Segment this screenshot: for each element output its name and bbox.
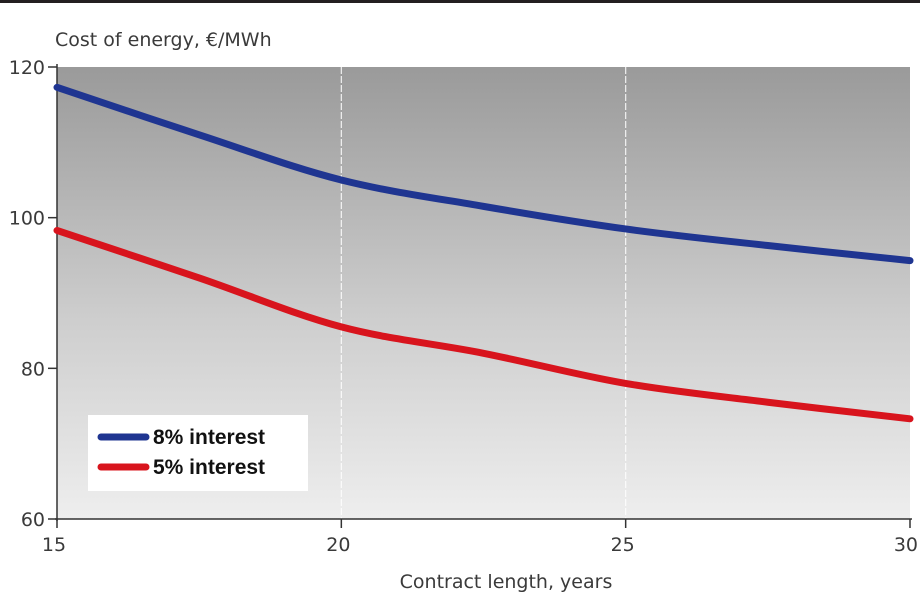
x-tick-label-15: 15 [42, 534, 66, 556]
series-line-1 [53, 83, 914, 265]
series-lines [53, 83, 914, 423]
axes: 60 80 100 120 15 20 25 30 [9, 57, 918, 556]
gridlines [340, 67, 627, 519]
y-tick-label-80: 80 [21, 358, 45, 380]
x-tick-label-20: 20 [326, 534, 350, 556]
legend: 8% interest 5% interest [88, 415, 308, 491]
y-axis-label: Cost of energy, €/MWh [55, 29, 272, 51]
legend-label-1: 8% interest [153, 426, 265, 449]
x-axis-label: Contract length, years [400, 571, 613, 593]
series-line-2 [53, 226, 914, 423]
x-tick-label-30: 30 [894, 534, 918, 556]
y-tick-label-100: 100 [9, 208, 45, 230]
legend-label-2: 5% interest [153, 456, 265, 479]
x-tick-label-25: 25 [611, 534, 635, 556]
legend-box [88, 415, 308, 491]
y-tick-label-120: 120 [9, 57, 45, 79]
y-tick-label-60: 60 [21, 509, 45, 531]
top-rule [0, 0, 920, 3]
